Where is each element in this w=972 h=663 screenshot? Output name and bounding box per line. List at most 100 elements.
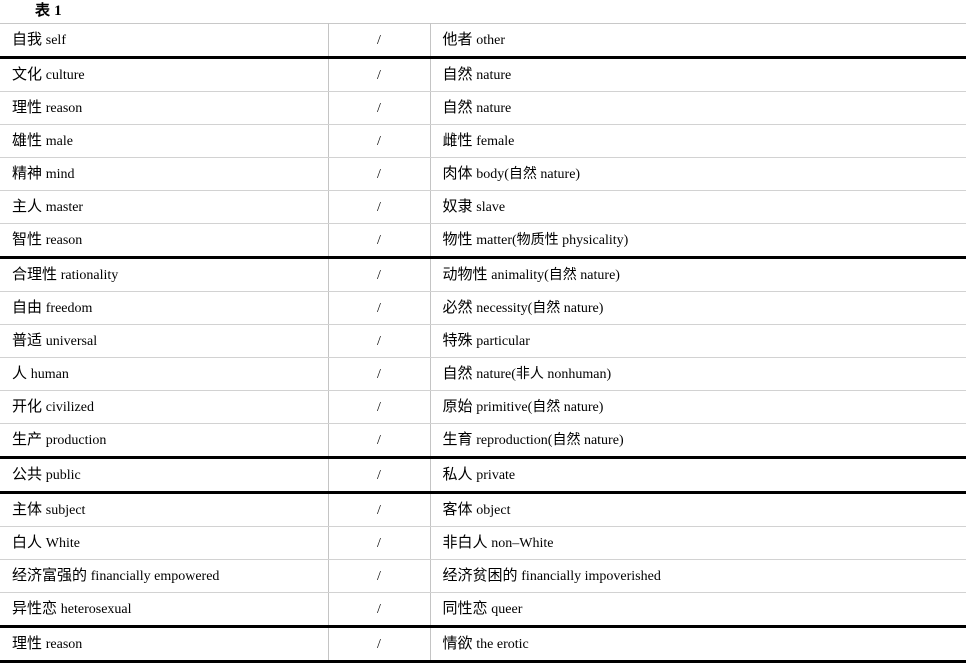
right-term-gloss: primitive(自然 nature) xyxy=(476,400,604,416)
cell-right-term: 必然 necessity(自然 nature) xyxy=(430,291,966,325)
right-term-gloss: nature xyxy=(476,68,512,84)
right-term-cjk: 雌性 xyxy=(442,131,473,150)
oppositions-table: 自我 self / 他者 other 文化 culture / 自然 nature 理性 r… xyxy=(0,23,966,663)
left-term-gloss: self xyxy=(45,33,66,49)
cell-left-term: 主体 subject xyxy=(0,492,329,527)
table-row: 理性 reason / 情欲 the erotic xyxy=(0,626,966,662)
cell-separator: / xyxy=(328,257,431,292)
table-row: 自由 freedom / 必然 necessity(自然 nature) xyxy=(0,291,966,325)
table-row: 异性恋 heterosexual / 同性恋 queer xyxy=(0,592,966,628)
table-row: 精神 mind / 肉体 body(自然 nature) xyxy=(0,157,966,191)
left-term-gloss: master xyxy=(45,200,84,216)
left-term-gloss: reason xyxy=(45,637,83,653)
table-caption-text: 表 1 xyxy=(35,3,62,19)
cell-left-term: 开化 civilized xyxy=(0,390,329,424)
table-row: 理性 reason / 自然 nature xyxy=(0,91,966,125)
right-term-gloss: non–White xyxy=(491,536,554,552)
left-term-gloss: civilized xyxy=(45,400,94,416)
table-row: 白人 White / 非白人 non–White xyxy=(0,526,966,560)
separator-slash: / xyxy=(377,232,381,248)
right-term-cjk: 必然 xyxy=(442,298,473,317)
separator-slash: / xyxy=(377,568,381,584)
cell-right-term: 奴隶 slave xyxy=(430,190,966,224)
cell-right-term: 同性恋 queer xyxy=(430,592,966,628)
left-term-gloss: universal xyxy=(45,334,98,350)
right-term-cjk: 非白人 xyxy=(442,533,488,552)
cell-left-term: 理性 reason xyxy=(0,626,329,662)
right-term-gloss: object xyxy=(476,503,511,519)
left-term-cjk: 文化 xyxy=(12,65,43,84)
cell-right-term: 肉体 body(自然 nature) xyxy=(430,157,966,191)
left-term-gloss: reason xyxy=(45,101,83,117)
separator-slash: / xyxy=(377,399,381,415)
separator-slash: / xyxy=(377,267,381,283)
separator-slash: / xyxy=(377,32,381,48)
cell-left-term: 异性恋 heterosexual xyxy=(0,592,329,628)
left-term-gloss: public xyxy=(45,468,81,484)
left-term-cjk: 白人 xyxy=(12,533,43,552)
cell-right-term: 生育 reproduction(自然 nature) xyxy=(430,423,966,459)
separator-slash: / xyxy=(377,67,381,83)
left-term-gloss: human xyxy=(30,367,69,383)
left-term-cjk: 合理性 xyxy=(12,265,58,284)
table-row: 主人 master / 奴隶 slave xyxy=(0,190,966,224)
cell-left-term: 主人 master xyxy=(0,190,329,224)
left-term-gloss: heterosexual xyxy=(60,602,132,618)
right-term-gloss: necessity(自然 nature) xyxy=(476,301,604,317)
left-term-gloss: financially empowered xyxy=(90,569,220,585)
left-term-cjk: 人 xyxy=(12,364,28,383)
separator-slash: / xyxy=(377,502,381,518)
right-term-cjk: 经济贫困的 xyxy=(442,566,518,585)
cell-left-term: 自由 freedom xyxy=(0,291,329,325)
left-term-cjk: 主人 xyxy=(12,197,43,216)
cell-separator: / xyxy=(328,390,431,424)
cell-separator: / xyxy=(328,223,431,259)
table-row: 雄性 male / 雌性 female xyxy=(0,124,966,158)
cell-separator: / xyxy=(328,492,431,527)
table-row: 自我 self / 他者 other xyxy=(0,23,966,59)
right-term-gloss: slave xyxy=(476,200,506,216)
right-term-cjk: 肉体 xyxy=(442,164,473,183)
cell-separator: / xyxy=(328,559,431,593)
table-row: 公共 public / 私人 private xyxy=(0,457,966,494)
cell-right-term: 雌性 female xyxy=(430,124,966,158)
right-term-gloss: queer xyxy=(491,602,523,618)
separator-slash: / xyxy=(377,601,381,617)
cell-left-term: 生产 production xyxy=(0,423,329,459)
cell-left-term: 公共 public xyxy=(0,457,329,494)
right-term-cjk: 客体 xyxy=(442,500,473,519)
cell-separator: / xyxy=(328,526,431,560)
table-row: 合理性 rationality / 动物性 animality(自然 nature) xyxy=(0,257,966,292)
cell-separator: / xyxy=(328,324,431,358)
right-term-cjk: 动物性 xyxy=(442,265,488,284)
table-body: 自我 self / 他者 other 文化 culture / 自然 nature 理性 r… xyxy=(0,23,966,662)
right-term-cjk: 私人 xyxy=(442,465,473,484)
separator-slash: / xyxy=(377,300,381,316)
separator-slash: / xyxy=(377,366,381,382)
table-row: 智性 reason / 物性 matter(物质性 physicality) xyxy=(0,223,966,259)
cell-separator: / xyxy=(328,357,431,391)
cell-right-term: 特殊 particular xyxy=(430,324,966,358)
right-term-cjk: 同性恋 xyxy=(442,599,488,618)
separator-slash: / xyxy=(377,166,381,182)
cell-left-term: 智性 reason xyxy=(0,223,329,259)
left-term-gloss: freedom xyxy=(45,301,93,317)
cell-left-term: 合理性 rationality xyxy=(0,257,329,292)
right-term-gloss: private xyxy=(476,468,516,484)
left-term-cjk: 雄性 xyxy=(12,131,43,150)
left-term-cjk: 自我 xyxy=(12,30,43,49)
left-term-cjk: 精神 xyxy=(12,164,43,183)
table-row: 经济富强的 financially empowered / 经济贫困的 financ… xyxy=(0,559,966,593)
right-term-gloss: reproduction(自然 nature) xyxy=(476,433,624,449)
cell-right-term: 物性 matter(物质性 physicality) xyxy=(430,223,966,259)
cell-separator: / xyxy=(328,190,431,224)
right-term-cjk: 自然 xyxy=(442,364,473,383)
separator-slash: / xyxy=(377,333,381,349)
left-term-cjk: 生产 xyxy=(12,430,43,449)
left-term-cjk: 理性 xyxy=(12,98,43,117)
cell-left-term: 普适 universal xyxy=(0,324,329,358)
separator-slash: / xyxy=(377,432,381,448)
left-term-cjk: 开化 xyxy=(12,397,43,416)
right-term-gloss: particular xyxy=(476,334,530,350)
right-term-cjk: 自然 xyxy=(442,98,473,117)
